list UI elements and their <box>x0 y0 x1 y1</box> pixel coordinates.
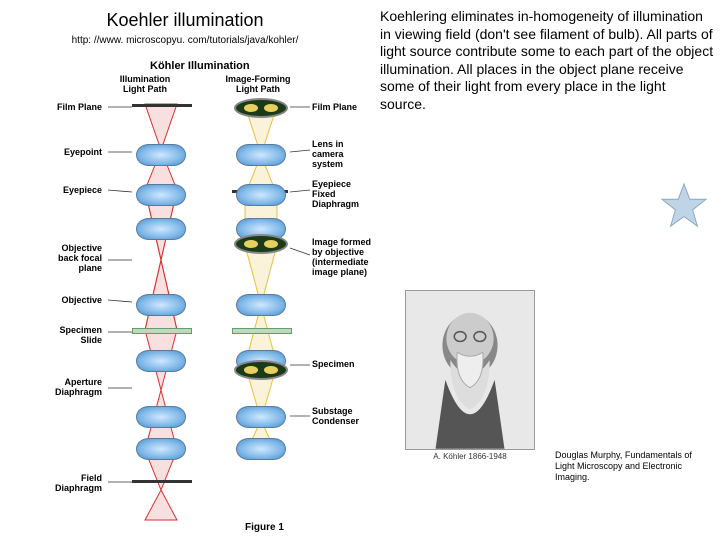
lens-element <box>236 184 286 206</box>
page-title: Koehler illumination <box>0 10 370 31</box>
lens-element <box>136 294 186 316</box>
image-ellipse <box>234 98 288 118</box>
diagram-label: Eyepiece <box>50 186 102 196</box>
field-diaphragm-plane <box>132 480 192 483</box>
lens-element <box>236 406 286 428</box>
body-text: Koehlering eliminates in-homogeneity of … <box>380 8 715 113</box>
lens-element <box>236 438 286 460</box>
left-column: Koehler illumination http: //www. micros… <box>0 0 370 46</box>
image-ellipse <box>234 360 288 380</box>
specimen-slide-right <box>232 328 292 334</box>
lens-element <box>236 294 286 316</box>
diagram-label: Lens in camera system <box>312 140 372 170</box>
portrait-caption: A. Köhler 1866-1948 <box>405 452 535 461</box>
koehler-diagram: Köhler Illumination Illumination Light P… <box>50 60 360 535</box>
diagram-label: Field Diaphragm <box>50 474 102 494</box>
film-plane-left <box>132 104 192 107</box>
diagram-label: Substage Condenser <box>312 407 372 427</box>
diagram-label: Specimen Slide <box>50 326 102 346</box>
diagram-label: Film Plane <box>312 103 372 113</box>
figure-number: Figure 1 <box>245 522 284 533</box>
diagram-label: Objective <box>50 296 102 306</box>
diagram-label: Objective back focal plane <box>50 244 102 274</box>
image-ellipse <box>234 234 288 254</box>
tutorial-url: http: //www. microscopyu. com/tutorials/… <box>0 35 370 46</box>
lens-element <box>136 218 186 240</box>
lens-element <box>136 406 186 428</box>
lens-element <box>136 184 186 206</box>
star-icon <box>660 182 708 230</box>
lens-element <box>136 438 186 460</box>
koehler-portrait <box>405 290 535 450</box>
right-column: Koehlering eliminates in-homogeneity of … <box>380 8 715 113</box>
diagram-label: Eyepiece Fixed Diaphragm <box>312 180 372 210</box>
specimen-slide-left <box>132 328 192 334</box>
diagram-label: Aperture Diaphragm <box>50 378 102 398</box>
lens-element <box>236 144 286 166</box>
lens-element <box>136 144 186 166</box>
diagram-label: Eyepoint <box>50 148 102 158</box>
lens-element <box>136 350 186 372</box>
diagram-label: Film Plane <box>50 103 102 113</box>
image-credit: Douglas Murphy, Fundamentals of Light Mi… <box>555 450 710 482</box>
diagram-label: Specimen <box>312 360 372 370</box>
diagram-label: Image formed by objective (intermediate … <box>312 238 372 278</box>
